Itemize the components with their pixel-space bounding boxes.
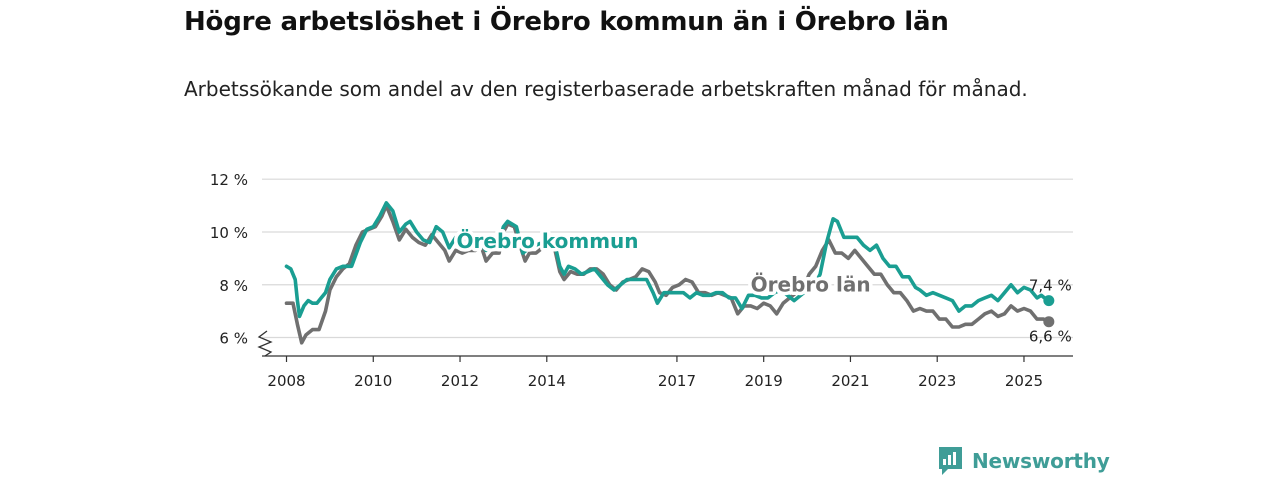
series-line-orebro-kommun <box>284 201 1050 319</box>
series-label-orebro-lan: Örebro län <box>751 272 871 296</box>
grid-lines <box>262 178 1073 339</box>
series-line-orebro-lan <box>284 203 1050 345</box>
axes <box>257 330 1073 362</box>
endpoint-marker-lan <box>1043 316 1055 328</box>
axis-break-icon <box>257 330 273 357</box>
newsworthy-logo-icon <box>939 447 962 475</box>
series-label-orebro-kommun: Örebro kommun <box>457 229 639 253</box>
series-label-orebro-lan-halo: Örebro län <box>751 272 871 296</box>
y-tick-label: 6 % <box>219 330 248 348</box>
x-tick-label: 2023 <box>918 372 956 390</box>
x-tick-label: 2017 <box>658 372 696 390</box>
x-tick-label: 2008 <box>267 372 305 390</box>
x-tick-label: 2014 <box>528 372 566 390</box>
chart-subtitle: Arbetssökande som andel av den registerb… <box>184 77 1028 101</box>
series-label-orebro-kommun-halo: Örebro kommun <box>457 229 639 253</box>
x-tick-label: 2025 <box>1005 372 1043 390</box>
y-tick-label: 8 % <box>219 277 248 295</box>
x-tick-labels: 2008 2010 2012 2014 2017 2019 2021 2023 2025 <box>267 372 1043 390</box>
x-tick-label: 2012 <box>441 372 479 390</box>
end-value-label-kommun: 7,4 % <box>1029 277 1072 295</box>
x-tick-label: 2010 <box>354 372 392 390</box>
y-tick-label: 10 % <box>210 224 248 242</box>
x-tick-label: 2019 <box>745 372 783 390</box>
y-tick-label: 12 % <box>210 171 248 189</box>
end-value-label-lan: 6,6 % <box>1029 328 1072 346</box>
x-tick-label: 2021 <box>831 372 869 390</box>
brand-name: Newsworthy <box>972 449 1110 473</box>
y-tick-labels: 6 % 8 % 10 % 12 % <box>210 171 248 347</box>
newsworthy-brand: Newsworthy <box>937 446 1110 476</box>
endpoint-marker-kommun <box>1043 295 1055 307</box>
chart-title: Högre arbetslöshet i Örebro kommun än i … <box>184 7 949 37</box>
series-lines <box>284 201 1055 345</box>
